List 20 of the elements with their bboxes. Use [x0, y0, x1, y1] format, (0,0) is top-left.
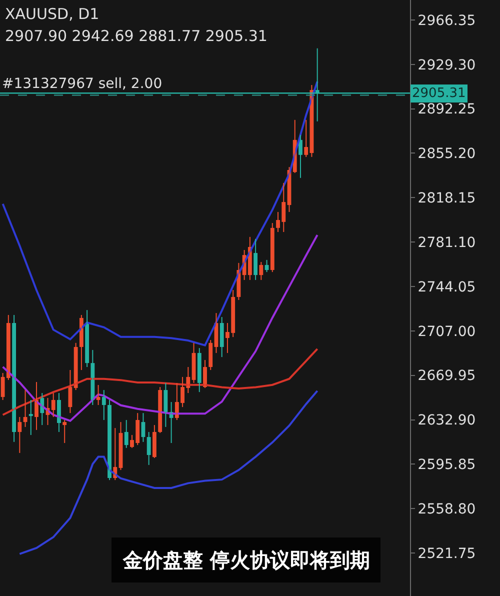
y-tick-label: 2595.85 — [418, 457, 476, 474]
y-tick-label: 2855.20 — [418, 146, 476, 162]
ref-line-label: #131327967 sell, 2.00 — [2, 76, 162, 92]
y-tick-label: 2632.90 — [418, 412, 476, 429]
line-series — [2, 234, 318, 422]
y-tick-label: 2669.95 — [418, 368, 476, 384]
y-tick-label: 2781.10 — [418, 234, 476, 251]
text: 2907.90 2942.69 2881.77 2905.31 — [5, 27, 268, 45]
ref-line-label: 2905.31 — [412, 86, 466, 101]
y-tick-label: 2521.75 — [418, 546, 476, 562]
y-tick-label: 2966.35 — [418, 12, 476, 29]
y-tick-label: 2929.30 — [418, 57, 476, 74]
y-tick-label: 2707.00 — [418, 324, 476, 340]
annotation: 金价盘整 停火协议即将到期 — [122, 548, 370, 572]
y-tick-label: 2558.80 — [418, 502, 476, 518]
chart-title: XAUUSD, D1 — [5, 5, 100, 23]
y-tick-label: 2892.25 — [418, 102, 476, 118]
line-series — [2, 348, 318, 416]
y-tick-label: 2818.15 — [418, 190, 476, 207]
y-tick-label: 2744.05 — [418, 279, 476, 296]
